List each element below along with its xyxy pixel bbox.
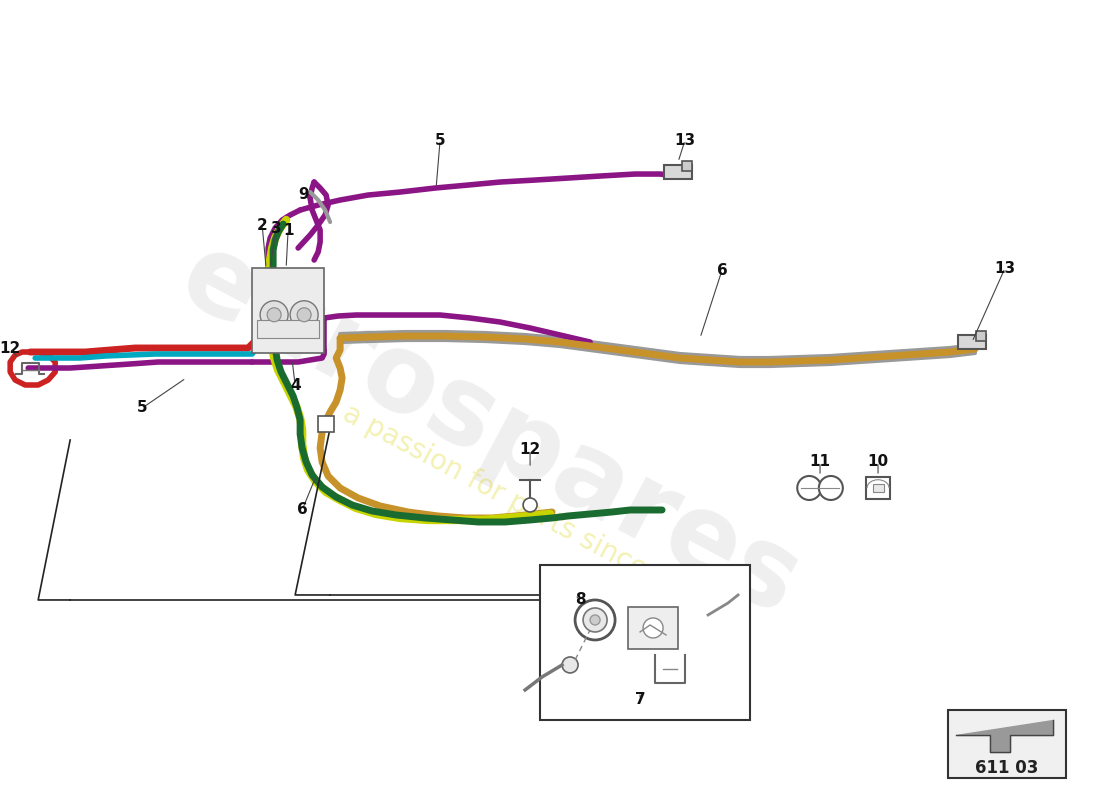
- Text: a passion for parts since 1985: a passion for parts since 1985: [339, 399, 722, 621]
- Text: 12: 12: [519, 442, 541, 458]
- Circle shape: [644, 618, 663, 638]
- Bar: [540, 565, 750, 720]
- Text: 3: 3: [271, 221, 282, 235]
- Bar: [977, 331, 987, 341]
- Bar: [682, 162, 692, 170]
- Circle shape: [562, 657, 579, 673]
- Bar: [663, 166, 692, 178]
- Bar: [958, 335, 987, 349]
- Bar: [318, 416, 334, 432]
- Text: 4: 4: [289, 378, 300, 393]
- Text: 12: 12: [0, 341, 21, 355]
- Circle shape: [260, 301, 288, 329]
- Text: 6: 6: [297, 502, 308, 518]
- Circle shape: [267, 308, 282, 322]
- Circle shape: [590, 615, 601, 625]
- Circle shape: [575, 600, 615, 640]
- Bar: [257, 320, 319, 338]
- Text: 5: 5: [434, 133, 446, 147]
- Text: 6: 6: [717, 262, 727, 278]
- Bar: [628, 607, 678, 649]
- Bar: [252, 268, 324, 353]
- Text: 1: 1: [283, 222, 294, 238]
- Text: 2: 2: [256, 218, 267, 233]
- Text: 13: 13: [994, 261, 1015, 275]
- Text: 5: 5: [136, 401, 147, 415]
- Text: 611 03: 611 03: [976, 759, 1038, 777]
- Text: 13: 13: [674, 133, 695, 147]
- Bar: [948, 710, 1066, 778]
- Text: 7: 7: [635, 693, 646, 707]
- Bar: [872, 483, 883, 492]
- Circle shape: [297, 308, 311, 322]
- Circle shape: [818, 476, 843, 500]
- Polygon shape: [956, 720, 1053, 752]
- Text: 11: 11: [810, 454, 830, 470]
- Circle shape: [798, 476, 822, 500]
- Text: 9: 9: [298, 186, 308, 202]
- Text: eurospares: eurospares: [163, 222, 817, 638]
- Text: 10: 10: [868, 454, 889, 470]
- Circle shape: [583, 608, 607, 632]
- Circle shape: [524, 498, 537, 512]
- Bar: [866, 477, 890, 499]
- Text: 8: 8: [575, 593, 585, 607]
- Circle shape: [290, 301, 318, 329]
